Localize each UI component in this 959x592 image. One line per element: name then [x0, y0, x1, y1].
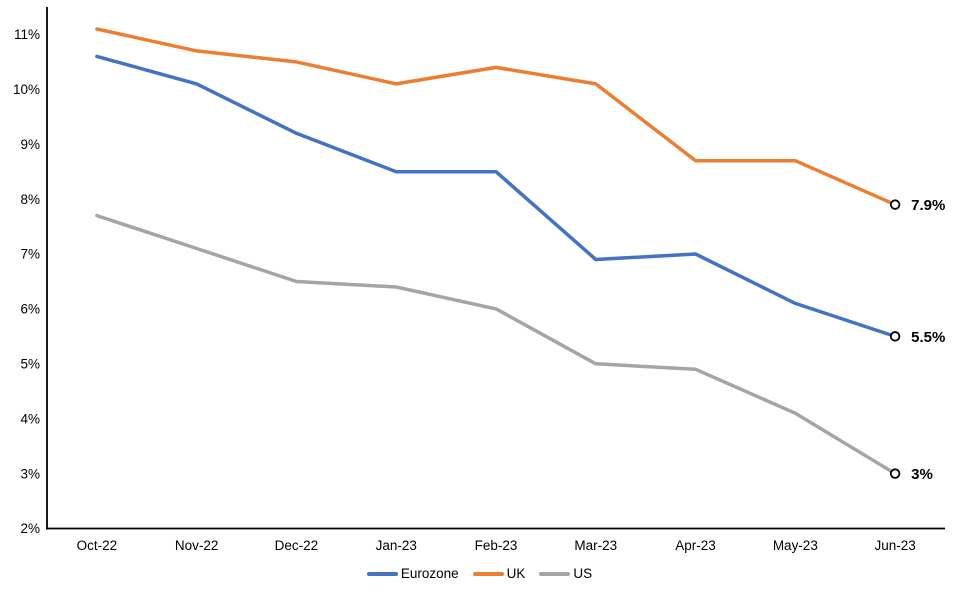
y-tick-label: 10% — [13, 82, 40, 97]
x-tick-label: Nov-22 — [175, 538, 219, 553]
legend-label-eurozone: Eurozone — [400, 566, 459, 582]
x-tick-label: Apr-23 — [675, 538, 716, 553]
legend-key-us — [539, 572, 571, 576]
chart-legend: Eurozone UK US — [0, 563, 959, 585]
series-end-marker-eurozone — [889, 331, 901, 342]
x-tick-label: Oct-22 — [77, 538, 118, 553]
y-tick-label: 9% — [20, 137, 40, 152]
x-tick-label: May-23 — [773, 538, 818, 553]
y-tick-label: 5% — [20, 357, 40, 372]
series-line-uk — [95, 27, 897, 207]
x-tick-label: Jun-23 — [874, 538, 915, 553]
y-tick-label: 7% — [20, 247, 40, 262]
legend-label-uk: UK — [506, 566, 526, 582]
series-end-label-uk: 7.9% — [911, 197, 945, 214]
series-end-label-eurozone: 5.5% — [911, 329, 945, 346]
legend-item-us: US — [539, 567, 592, 581]
series-end-marker-uk — [889, 199, 901, 210]
series-line-eurozone — [95, 54, 897, 339]
legend-key-uk — [472, 572, 504, 576]
legend-item-eurozone: Eurozone — [366, 566, 459, 582]
x-tick-label: Feb-23 — [475, 538, 518, 553]
y-tick-label: 11% — [14, 27, 40, 42]
series-end-label-us: 3% — [911, 466, 933, 483]
x-tick-label: Jan-23 — [376, 538, 417, 553]
x-tick-label: Mar-23 — [574, 538, 617, 553]
legend-item-uk: UK — [472, 566, 526, 582]
y-tick-label: 8% — [20, 192, 40, 207]
y-tick-label: 4% — [20, 411, 40, 426]
y-tick-label: 2% — [20, 521, 40, 536]
series-line-us — [95, 213, 897, 476]
legend-label-us: US — [573, 566, 593, 582]
y-tick-label: 6% — [20, 302, 40, 317]
y-tick-label: 3% — [20, 466, 40, 481]
legend-key-eurozone — [366, 572, 398, 576]
x-tick-label: Dec-22 — [275, 538, 319, 553]
series-end-marker-us — [889, 468, 901, 479]
